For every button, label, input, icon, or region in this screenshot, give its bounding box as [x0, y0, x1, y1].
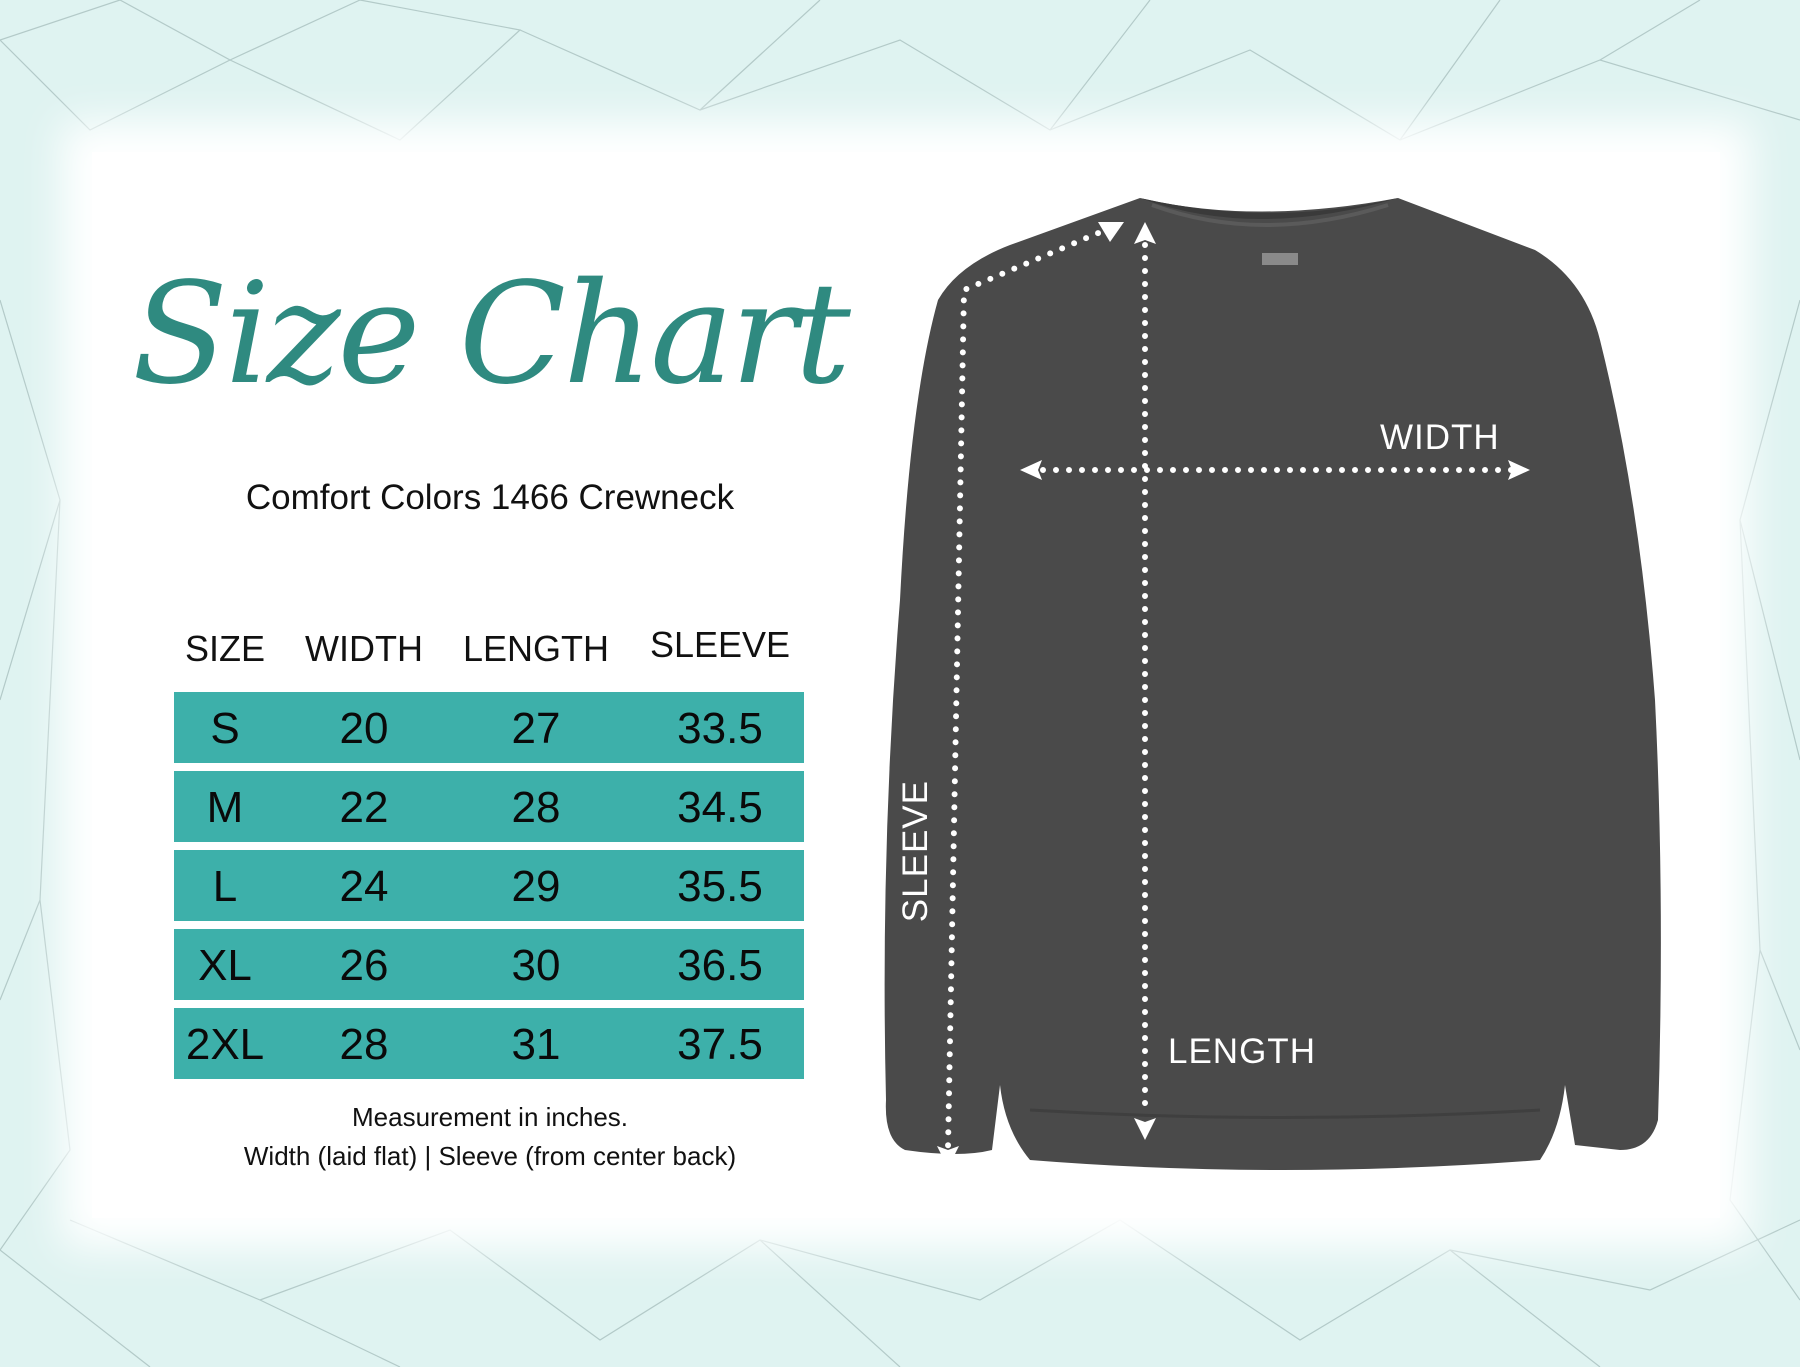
cell-size: L	[212, 862, 238, 911]
cell-size: M	[206, 783, 244, 832]
cell-width: 28	[339, 1020, 389, 1069]
cell-length: 27	[511, 704, 561, 753]
cell-size: XL	[198, 941, 252, 990]
table-row: M 22 28 34.5	[174, 771, 804, 842]
cell-sleeve: 36.5	[677, 941, 763, 990]
cell-size: 2XL	[185, 1020, 265, 1069]
column-header-width: WIDTH	[305, 628, 423, 669]
cell-length: 29	[511, 862, 561, 911]
cell-width: 26	[339, 941, 389, 990]
cell-width: 22	[339, 783, 389, 832]
brand-tag	[1262, 253, 1298, 265]
arrow-shoulder-icon	[1098, 222, 1124, 242]
arrow-cuff-icon	[937, 1146, 959, 1168]
cell-sleeve: 35.5	[677, 862, 763, 911]
table-row: S 20 27 33.5	[174, 692, 804, 763]
length-label: LENGTH	[1168, 1032, 1316, 1071]
measurement-detail-note: Width (laid flat) | Sleeve (from center …	[243, 1141, 737, 1171]
arrow-right-icon	[1508, 460, 1530, 480]
column-header-sleeve: SLEEVE	[649, 624, 791, 665]
arrow-down-icon	[1134, 1118, 1156, 1140]
cell-width: 24	[339, 862, 389, 911]
table-row: 2XL 28 31 37.5	[174, 1008, 804, 1079]
cell-sleeve: 33.5	[677, 704, 763, 753]
cell-length: 31	[511, 1020, 561, 1069]
sleeve-measure-line	[945, 225, 1113, 1151]
cell-size: S	[210, 704, 240, 753]
measurement-note: Measurement in inches.	[351, 1102, 629, 1132]
cell-sleeve: 37.5	[677, 1020, 763, 1069]
column-header-size: SIZE	[184, 628, 266, 669]
table-header: SIZE WIDTH LENGTH SLEEVE	[174, 624, 804, 672]
cell-length: 30	[511, 941, 561, 990]
sleeve-label: SLEEVE	[896, 780, 935, 923]
arrow-left-icon	[1020, 460, 1042, 480]
width-label: WIDTH	[1380, 418, 1500, 457]
product-subtitle: Comfort Colors 1466 Crewneck	[245, 478, 735, 517]
table-row: XL 26 30 36.5	[174, 929, 804, 1000]
cell-sleeve: 34.5	[677, 783, 763, 832]
page-title: Size Chart	[132, 253, 851, 416]
table-row: L 24 29 35.5	[174, 850, 804, 921]
cell-width: 20	[339, 704, 389, 753]
cell-length: 28	[511, 783, 561, 832]
sweatshirt-image	[884, 198, 1661, 1170]
column-header-length: LENGTH	[462, 628, 610, 669]
arrow-up-icon	[1134, 222, 1156, 244]
